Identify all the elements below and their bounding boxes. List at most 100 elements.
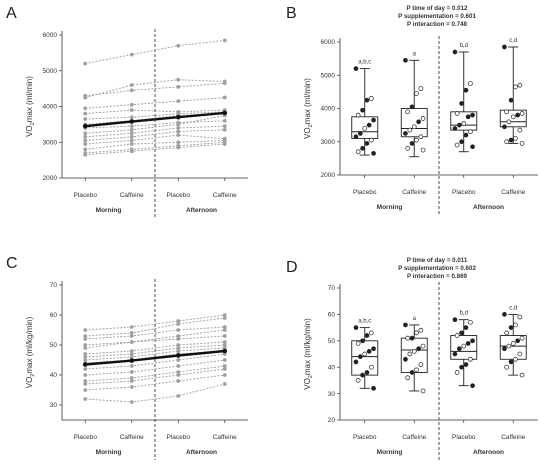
y-tick-label: 70 (50, 282, 58, 289)
subject-point (176, 364, 181, 368)
y-tick-label: 6000 (321, 39, 336, 46)
subject-point (403, 322, 408, 328)
subject-point (409, 104, 415, 110)
subject-point (510, 341, 516, 346)
subject-point (176, 373, 181, 377)
subject-point (176, 129, 181, 134)
subject-point (416, 346, 421, 352)
subject-point (222, 325, 227, 329)
subject-line (85, 140, 225, 150)
subject-point (470, 144, 475, 150)
y-tick-label: 20 (328, 417, 336, 424)
subject-point (129, 124, 134, 129)
subject-point (353, 359, 359, 365)
mean-point (222, 110, 228, 116)
subject-point (353, 134, 359, 140)
stats-line: P time of day = 0.012 (407, 5, 468, 12)
subject-line (85, 347, 225, 361)
subject-line (85, 82, 225, 97)
subject-point (129, 83, 134, 87)
subject-point (369, 364, 374, 370)
group-label: Afternoon (186, 449, 217, 456)
subject-point (364, 370, 370, 375)
subject-point (517, 127, 523, 133)
stats-line: P interaction = 0.869 (407, 273, 467, 280)
subject-point (83, 95, 88, 100)
subject-point (222, 124, 227, 129)
subject-point (360, 338, 365, 344)
subject-point (222, 358, 227, 362)
significance-letters: a (413, 51, 417, 57)
subject-point (83, 134, 88, 139)
subject-line (85, 314, 225, 331)
subject-point (414, 330, 419, 336)
subject-point (222, 127, 227, 132)
subject-point (461, 343, 467, 349)
panel-c-line-chart: 30 40 50 60 70 Placebo Caffeine Placebo Caffeine… (25, 279, 248, 460)
subject-line (85, 120, 225, 129)
y-tick-label: 3000 (321, 139, 336, 146)
subject-point (369, 330, 374, 336)
subject-point (414, 91, 419, 96)
subject-point (83, 388, 88, 392)
subject-point (83, 106, 88, 111)
subject-point (508, 97, 514, 103)
subject-point (176, 379, 181, 383)
subject-point (222, 313, 227, 317)
subject-line (85, 125, 225, 138)
iqr-box (450, 335, 478, 360)
panel-b-label: B (286, 5, 297, 22)
subject-point (222, 367, 227, 371)
subject-point (176, 122, 181, 127)
x-tick-label: Placebo (74, 434, 98, 441)
subject-point (454, 142, 460, 148)
subject-line (85, 129, 225, 141)
subject-point (515, 112, 521, 118)
subject-point (519, 141, 525, 146)
subject-point (403, 356, 408, 362)
subject-point (83, 142, 88, 146)
panel-d-box-chart: 20 30 40 50 60 70 Placebo Caffeine Placebo Caffei… (303, 282, 538, 460)
subject-point (129, 376, 134, 380)
group-label: Afternoon (186, 207, 217, 214)
subject-point (457, 122, 462, 128)
significance-letters: b,d (460, 311, 468, 317)
subject-point (418, 327, 424, 333)
subject-point (362, 351, 368, 357)
iqr-box (499, 109, 527, 128)
y-tick-label: 40 (328, 364, 336, 371)
subject-point (222, 373, 227, 377)
subject-point (420, 147, 426, 153)
subject-point (504, 139, 509, 145)
x-tick-label: Caffeine (120, 434, 144, 441)
subject-point (358, 354, 363, 359)
subject-point (468, 129, 473, 135)
subject-point (513, 322, 518, 328)
subject-point (463, 87, 469, 93)
significance-letters: b,d (460, 43, 468, 49)
subject-point (364, 141, 370, 146)
subject-point (369, 137, 374, 143)
y-tick-label: 2000 (321, 172, 336, 179)
x-tick-label: Placebo (167, 434, 191, 441)
subject-point (517, 351, 523, 357)
subject-line (85, 344, 225, 358)
y-tick-label: 2000 (43, 175, 58, 182)
subject-point (371, 151, 376, 156)
subject-line (85, 141, 225, 154)
subject-point (416, 119, 421, 125)
subject-line (85, 97, 225, 109)
subject-line (85, 383, 225, 403)
subject-point (457, 346, 462, 352)
subject-point (129, 331, 134, 335)
mean-point (129, 358, 135, 363)
x-tick-label: Placebo (353, 434, 377, 441)
subject-line (85, 341, 225, 355)
subject-point (176, 77, 181, 82)
subject-point (407, 127, 413, 133)
subject-point (222, 334, 227, 338)
y-tick-label: 50 (50, 342, 58, 349)
subject-point (454, 333, 460, 338)
subject-point (420, 343, 426, 349)
y-tick-label: 5000 (321, 72, 336, 79)
